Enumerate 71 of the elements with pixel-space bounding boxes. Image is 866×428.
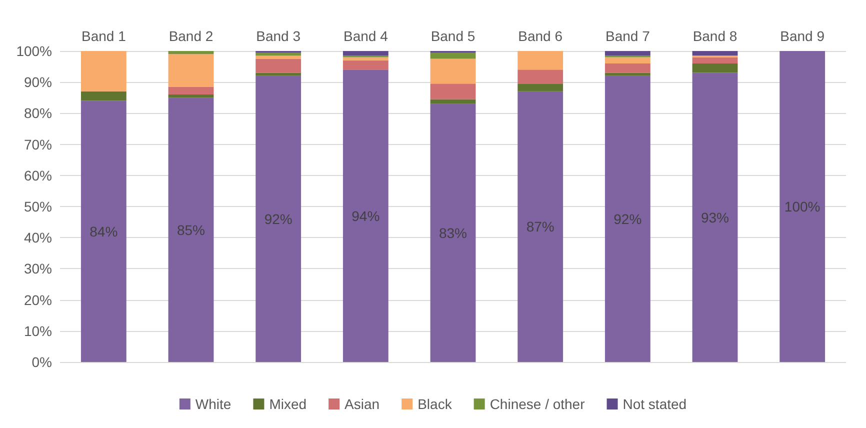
bar — [692, 63, 738, 73]
legend-label: Asian — [344, 396, 380, 412]
x-tick-label: Band 6 — [518, 28, 563, 44]
x-tick-label: Band 3 — [256, 28, 301, 44]
x-tick-label: Band 4 — [343, 28, 388, 44]
bar — [168, 54, 214, 87]
data-label: 85% — [176, 222, 206, 238]
y-tick-label: 100% — [16, 43, 52, 59]
y-tick-label: 60% — [24, 167, 52, 184]
y-tick-label: 50% — [24, 198, 52, 214]
y-tick-label: 20% — [24, 292, 52, 308]
bar — [430, 52, 476, 59]
x-tick-label: Band 9 — [780, 28, 825, 44]
bar — [604, 72, 650, 76]
bar — [168, 98, 214, 362]
bar — [256, 52, 302, 56]
data-label: 100% — [784, 198, 820, 214]
data-label: 93% — [700, 209, 730, 226]
bar — [430, 99, 476, 104]
bar — [256, 56, 302, 59]
legend-label: Black — [418, 396, 453, 412]
bar — [780, 51, 826, 362]
y-tick-label: 30% — [24, 260, 52, 277]
y-tick-label: 80% — [24, 105, 52, 122]
bar — [604, 57, 650, 64]
bar — [80, 51, 126, 92]
bar — [518, 91, 564, 362]
x-tick-label: Band 1 — [81, 28, 126, 44]
data-label: 83% — [438, 224, 468, 241]
bar — [692, 57, 738, 64]
legend-label: Mixed — [269, 396, 307, 412]
bar — [604, 63, 650, 73]
y-tick-label: 0% — [32, 354, 52, 370]
bar — [342, 51, 388, 56]
bar — [80, 91, 126, 101]
legend-label: Chinese / other — [490, 396, 586, 412]
y-tick-label: 10% — [24, 322, 52, 339]
bar — [692, 72, 738, 362]
bar — [430, 58, 476, 84]
legend-label: White — [195, 396, 232, 412]
bar — [604, 76, 650, 362]
bar — [168, 86, 214, 95]
data-label: 87% — [526, 218, 554, 235]
x-tick-label: Band 8 — [692, 28, 738, 44]
y-tick-label: 90% — [24, 74, 52, 90]
bar — [342, 57, 388, 60]
bar — [168, 94, 214, 98]
bar — [518, 84, 564, 92]
x-tick-label: Band 7 — [605, 28, 650, 44]
bar — [342, 60, 388, 70]
bar — [342, 70, 388, 362]
x-tick-label: Band 5 — [430, 28, 476, 44]
bar — [430, 104, 476, 362]
bar — [256, 76, 302, 362]
bar — [168, 51, 214, 54]
bar — [430, 84, 476, 100]
bar — [692, 51, 738, 56]
y-tick-label: 40% — [24, 230, 52, 246]
x-tick-label: Band 2 — [168, 28, 214, 44]
bar — [604, 51, 650, 56]
data-label: 84% — [90, 223, 118, 240]
bar — [256, 72, 302, 76]
bar — [256, 58, 302, 73]
data-label: 94% — [352, 208, 380, 224]
data-label: 92% — [264, 210, 292, 227]
y-tick-label: 70% — [24, 136, 52, 152]
bar — [518, 51, 564, 70]
bar — [518, 70, 564, 84]
legend-label: Not stated — [622, 396, 687, 412]
data-label: 92% — [614, 210, 642, 227]
bar — [80, 100, 126, 362]
